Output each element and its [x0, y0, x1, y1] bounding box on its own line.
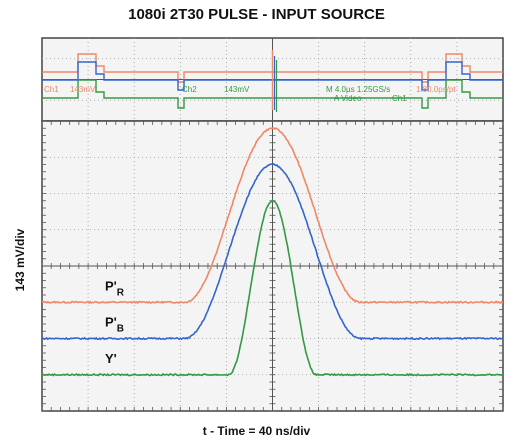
waveform-trace — [41, 163, 504, 341]
overview-readout: 1.80.0ps/pt — [416, 85, 456, 94]
trace-label: Y' — [105, 351, 117, 366]
chart-title: 1080i 2T30 PULSE - INPUT SOURCE — [128, 6, 385, 23]
overview-readout: M 4.0µs 1.25GS/s — [326, 85, 390, 94]
trace-label: P'B — [105, 315, 124, 335]
waveform-traces — [41, 127, 504, 377]
overview-readout: Ch2 — [182, 85, 197, 94]
overview-traces — [42, 50, 503, 112]
overview-readouts: Ch1 143mV Ch2 143mV M 4.0µs 1.25GS/s 1.80.0ps… — [44, 85, 456, 103]
overview-readout: 143mV — [224, 85, 250, 94]
overview-trace — [42, 79, 503, 109]
overview-trace — [42, 61, 503, 91]
overview-readout: Ch1 — [44, 85, 59, 94]
waveform-trace — [41, 199, 504, 377]
overview-readout: A Video — [334, 94, 362, 103]
overview-readout: Ch1 — [392, 94, 407, 103]
overview-readout: 143mV — [70, 85, 96, 94]
trace-labels: P'R P'B Y' — [105, 278, 125, 366]
x-axis-label: t - Time = 40 ns/div — [202, 424, 311, 438]
overview-trace — [42, 53, 503, 83]
waveform-trace — [41, 127, 504, 305]
trace-label: P'R — [105, 278, 125, 298]
